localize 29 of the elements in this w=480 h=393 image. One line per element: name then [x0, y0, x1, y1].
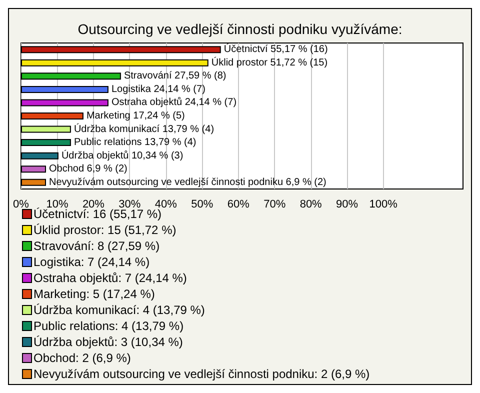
legend-label: Úklid prostor: 15 (51,72 %): [34, 223, 176, 237]
legend-label: Obchod: 2 (6,9 %): [34, 351, 131, 365]
data-label: Údržba objektů 10,34 % (3): [61, 149, 184, 162]
legend-label: Stravování: 8 (27,59 %): [34, 239, 160, 253]
x-tick-label: 100%: [369, 198, 398, 210]
data-label: Marketing 17,24 % (5): [86, 110, 185, 122]
legend-label: Public relations: 4 (13,79 %): [34, 319, 184, 333]
data-label: Údržba komunikací 13,79 % (4): [74, 122, 214, 135]
data-label: Logistika 24,14 % (7): [111, 84, 206, 95]
data-label: Účetnictví 55,17 % (16): [224, 43, 328, 56]
x-tick-label: 60%: [227, 198, 250, 210]
legend-label: Údržba objektů: 3 (10,34 %): [34, 335, 183, 349]
data-label: Nevyužívám outsourcing ve vedlejší činnosti podniku 6,9 % (2): [49, 176, 326, 188]
chart-title: Outsourcing ve vedlejší činnosti podniku využíváme:: [78, 21, 402, 37]
data-label: Public relations 13,79 % (4): [74, 137, 196, 148]
legend-label: Nevyužívám outsourcing ve vedlejší činnosti podniku: 2 (6,9 %): [34, 367, 370, 381]
data-label: Ostraha objektů 24,14 % (7): [111, 96, 237, 108]
x-tick-label: 0%: [13, 198, 30, 210]
x-tick-label: 70%: [264, 198, 286, 210]
data-label: Obchod 6,9 % (2): [49, 164, 128, 175]
x-tick-label: 90%: [336, 198, 358, 210]
x-tick-label: 80%: [300, 198, 322, 210]
data-label: Úklid prostor 51,72 % (15): [211, 56, 328, 68]
legend-label: Ostraha objektů: 7 (24,14 %): [34, 271, 187, 285]
legend-label: Údržba komunikací: 4 (13,79 %): [34, 303, 205, 317]
x-tick-label: 50%: [191, 198, 214, 210]
legend-label: Logistika: 7 (24,14 %): [34, 255, 150, 269]
data-label: Stravování 27,59 % (8): [124, 70, 226, 82]
legend-label: Marketing: 5 (17,24 %): [34, 287, 155, 301]
